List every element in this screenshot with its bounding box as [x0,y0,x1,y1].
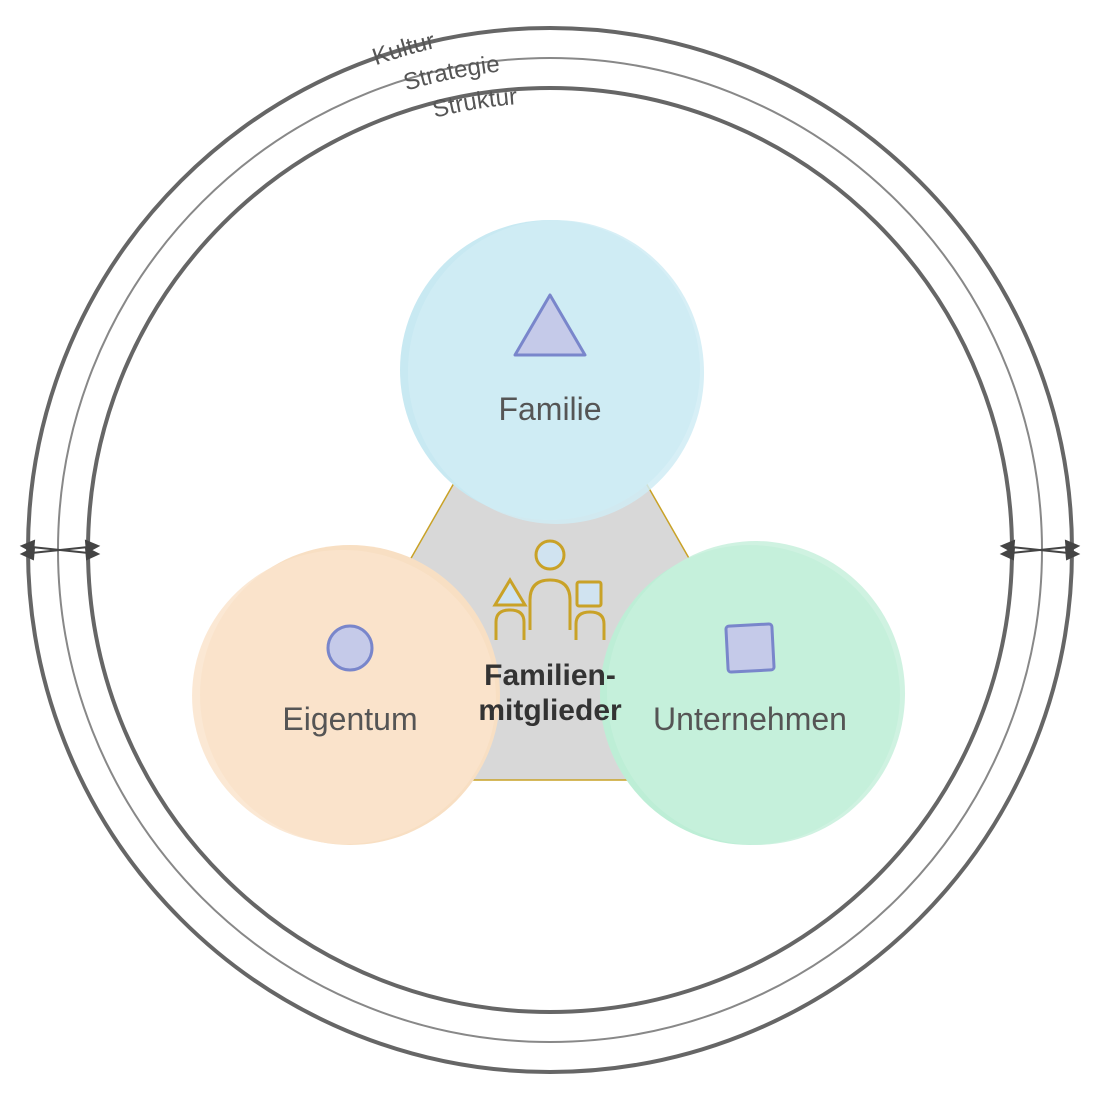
center-label-line1: Familien- [484,659,616,692]
ring-label-struktur: Struktur [430,83,518,123]
family-business-diagram: Kultur Strategie Struktur [0,0,1100,1100]
circle-unternehmen-label: Unternehmen [653,701,847,737]
square-icon [726,624,774,672]
circle-familie-overlay [398,210,714,534]
circle-familie-label: Familie [498,391,601,427]
ring-arrows-left [22,541,98,559]
circle-icon [328,626,372,670]
ring-arrows-right [1002,541,1078,559]
circle-familie: Familie [398,210,714,534]
circle-eigentum-label: Eigentum [282,701,417,737]
center-label-line2: mitglieder [478,694,622,727]
